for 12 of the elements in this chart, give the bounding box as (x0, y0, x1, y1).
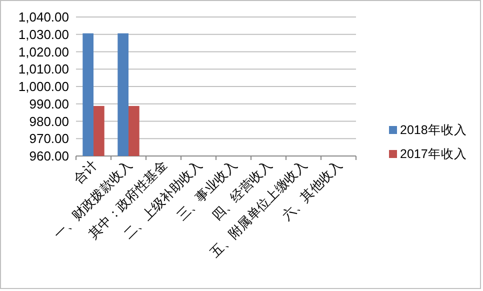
y-tick-label: 1,020.00 (18, 44, 69, 60)
y-tick-label: 1,010.00 (18, 62, 69, 77)
legend-label: 2018年收入 (400, 123, 467, 137)
y-tick-label: 1,000.00 (18, 79, 69, 94)
y-tick-label: 970.00 (29, 131, 69, 146)
x-tick-label: 合计 (71, 158, 100, 188)
y-tick-label: 980.00 (29, 114, 69, 129)
legend-label: 2017年收入 (400, 147, 467, 161)
y-tick-label: 1,040.00 (18, 10, 69, 24)
y-tick-label: 960.00 (29, 148, 69, 164)
y-tick-label: 990.00 (29, 96, 69, 112)
y-tick-label: 1,030.00 (18, 26, 69, 42)
